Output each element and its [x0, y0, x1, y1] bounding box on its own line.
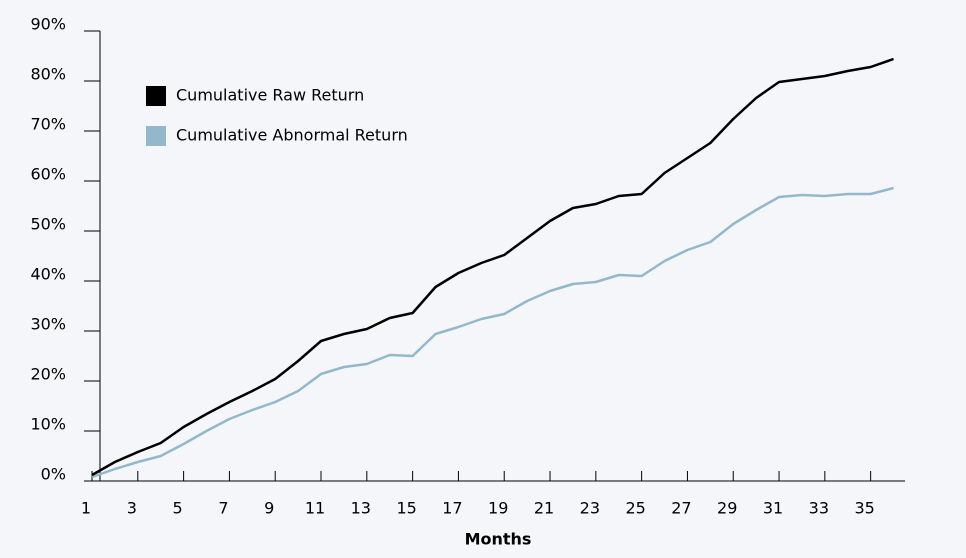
legend-label: Cumulative Raw Return [176, 86, 364, 105]
y-tick-label: 50% [30, 215, 66, 234]
x-tick-label: 21 [534, 499, 554, 518]
x-tick-label: 17 [442, 499, 462, 518]
line [91, 186, 894, 479]
y-tick-label: 70% [30, 115, 66, 134]
x-tick-label: 27 [671, 499, 691, 518]
y-tick-label: 0% [41, 465, 66, 484]
legend-swatch [146, 86, 166, 106]
legend-swatch [146, 126, 166, 146]
x-tick-label: 23 [580, 499, 600, 518]
y-tick-label: 40% [30, 265, 66, 284]
x-tick-label: 1 [81, 499, 91, 518]
x-tick-label: 35 [854, 499, 874, 518]
y-tick-label: 60% [30, 165, 66, 184]
y-tick-label: 90% [30, 15, 66, 34]
x-tick-label: 19 [488, 499, 508, 518]
x-tick-label: 25 [625, 499, 645, 518]
x-tick-label: 15 [396, 499, 416, 518]
x-tick-label: 29 [717, 499, 737, 518]
x-tick-label: 9 [264, 499, 274, 518]
line [91, 57, 894, 477]
y-tick-label: 80% [30, 65, 66, 84]
y-tick-label: 30% [30, 315, 66, 334]
x-axis-label: Months [465, 530, 532, 549]
y-tick-label: 10% [30, 415, 66, 434]
x-tick-label: 13 [351, 499, 371, 518]
legend-label: Cumulative Abnormal Return [176, 126, 408, 145]
x-tick-label: 33 [809, 499, 829, 518]
y-tick-label: 20% [30, 365, 66, 384]
x-tick-label: 3 [127, 499, 137, 518]
x-tick-label: 31 [763, 499, 783, 518]
x-tick-label: 5 [173, 499, 183, 518]
x-tick-label: 11 [305, 499, 325, 518]
x-tick-label: 7 [218, 499, 228, 518]
